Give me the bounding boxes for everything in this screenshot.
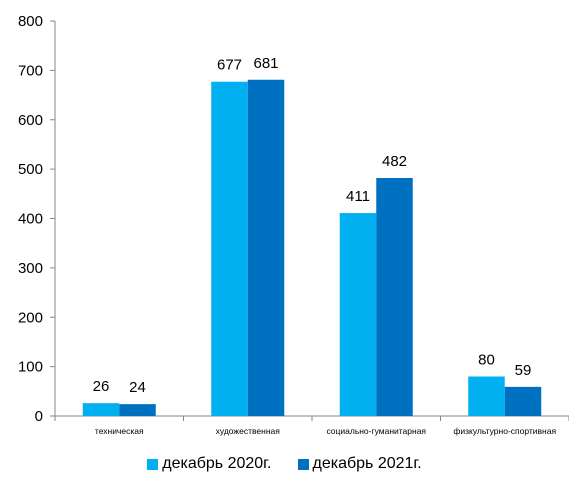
y-tick-label: 600: [18, 112, 43, 129]
legend-swatch-series-1: [147, 458, 159, 470]
bar-1-3: [339, 213, 377, 416]
data-label: 80: [478, 352, 495, 369]
data-label: 26: [93, 378, 110, 395]
bar-1-1: [82, 403, 120, 416]
y-tick-label: 300: [18, 260, 43, 277]
y-tick-label: 0: [35, 408, 43, 425]
x-category-label: социально-гуманитарная: [326, 426, 426, 436]
y-tick-label: 800: [18, 13, 43, 30]
x-category-label: техническая: [95, 426, 144, 436]
bars: [82, 79, 542, 416]
y-tick-label: 400: [18, 211, 43, 228]
data-label: 411: [346, 188, 370, 205]
bar-1-4: [468, 376, 505, 416]
legend-swatch-series-2: [297, 458, 309, 470]
y-tick-label: 100: [18, 359, 43, 376]
legend: декабрь 2020г. декабрь 2021г.: [0, 452, 569, 476]
bar-2-1: [119, 404, 156, 416]
data-label: 59: [515, 362, 532, 379]
bar-2-2: [247, 79, 285, 416]
y-axis: 0 100 200 300 400 500 600 700 800: [18, 13, 56, 425]
x-axis: техническая художественная социально-гуман…: [54, 415, 569, 436]
legend-label-series-2: декабрь 2021г.: [312, 455, 422, 472]
bar-2-4: [504, 386, 542, 416]
bar-2-3: [376, 178, 413, 416]
legend-label-series-1: декабрь 2020г.: [162, 455, 272, 472]
bar-chart: 0 100 200 300 400 500 600 700 800 техническая худ…: [18, 13, 569, 436]
y-tick-label: 700: [18, 62, 43, 79]
legend-item-series-2: декабрь 2021г.: [297, 455, 422, 473]
y-tick-label: 500: [18, 161, 43, 178]
data-label: 24: [129, 379, 146, 396]
data-label: 681: [253, 55, 278, 72]
data-label: 677: [217, 57, 242, 74]
x-category-label: художественная: [216, 426, 281, 436]
data-label: 482: [382, 153, 407, 170]
bar-1-2: [211, 81, 248, 416]
data-labels: 26 24 677 681 411 482 80 59: [93, 55, 532, 396]
legend-item-series-1: декабрь 2020г.: [147, 455, 272, 473]
y-tick-label: 200: [18, 309, 43, 326]
x-category-label: физкультурно-спортивная: [453, 426, 556, 436]
